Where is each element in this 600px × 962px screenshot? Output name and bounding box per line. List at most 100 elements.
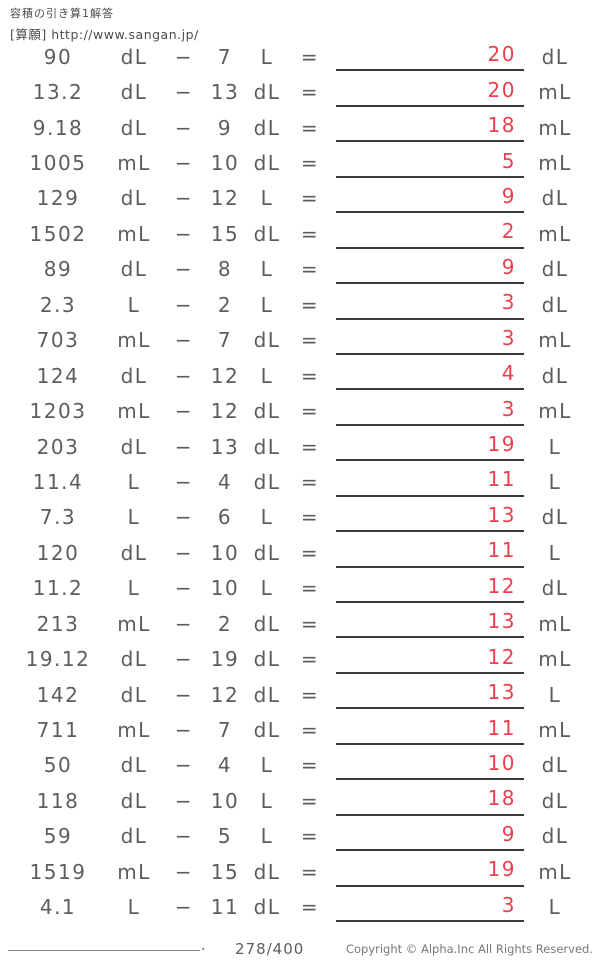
problem-row: 711 mL − 7 dL = 11 mL (12, 712, 600, 747)
problem-row: 124 dL − 12 L = 4 dL (12, 358, 600, 393)
subtrahend-unit: L (260, 788, 274, 813)
subtrahend-value: 2 (217, 292, 233, 317)
minuend-value: 4.1 (39, 895, 77, 920)
problem-row: 11.2 L − 10 L = 12 dL (12, 571, 600, 606)
minuend-unit: dL (120, 753, 148, 778)
problem-row: 129 dL − 12 L = 9 dL (12, 181, 600, 216)
answer-unit: mL (538, 221, 572, 246)
minuend-value: 129 (36, 186, 80, 211)
minuend-unit: L (127, 576, 141, 601)
subtrahend-value: 4 (217, 469, 233, 494)
source-url: [算願] http://www.sangan.jp/ (10, 27, 199, 42)
problem-row: 13.2 dL − 13 dL = 20 mL (12, 74, 600, 109)
minuend-value: 2.3 (39, 292, 77, 317)
answer-value: 19 (487, 432, 516, 457)
answer-blank: 20 (336, 39, 524, 72)
answer-value: 10 (487, 750, 516, 775)
answer-blank: 4 (336, 358, 524, 391)
minuend-value: 7.3 (39, 505, 77, 530)
minus-sign: − (174, 505, 194, 530)
minuend-unit: dL (120, 44, 148, 69)
answer-value: 3 (501, 892, 516, 917)
subtrahend-value: 6 (217, 505, 233, 530)
equals-sign: = (300, 221, 320, 246)
answer-blank: 2 (336, 216, 524, 249)
subtrahend-unit: dL (253, 399, 281, 424)
problem-row: 50 dL − 4 L = 10 dL (12, 748, 600, 783)
minuend-value: 19.12 (25, 647, 91, 672)
subtrahend-unit: L (260, 363, 274, 388)
minus-sign: − (174, 824, 194, 849)
subtrahend-unit: dL (253, 682, 281, 707)
minus-sign: − (174, 647, 194, 672)
equals-sign: = (300, 647, 320, 672)
copyright-text: Copyright © Alpha.Inc All Rights Reserve… (345, 942, 593, 956)
subtrahend-value: 11 (210, 895, 240, 920)
minuend-unit: L (127, 292, 141, 317)
minuend-unit: dL (120, 363, 148, 388)
answer-value: 11 (487, 467, 516, 492)
answer-unit: dL (541, 186, 569, 211)
answer-unit: mL (538, 80, 572, 105)
subtrahend-value: 12 (210, 682, 240, 707)
minuend-value: 1203 (29, 399, 87, 424)
minus-sign: − (174, 576, 194, 601)
answer-value: 13 (487, 609, 516, 634)
minuend-value: 90 (43, 44, 73, 69)
subtrahend-unit: dL (253, 647, 281, 672)
problem-row: 89 dL − 8 L = 9 dL (12, 252, 600, 287)
minuend-unit: dL (120, 647, 148, 672)
answer-unit: dL (541, 788, 569, 813)
answer-unit: mL (538, 399, 572, 424)
subtrahend-unit: dL (253, 895, 281, 920)
answer-blank: 9 (336, 819, 524, 852)
answer-unit: dL (541, 824, 569, 849)
minuend-unit: mL (117, 221, 151, 246)
subtrahend-value: 13 (210, 80, 240, 105)
subtrahend-value: 19 (210, 647, 240, 672)
equals-sign: = (300, 469, 320, 494)
subtrahend-value: 9 (217, 115, 233, 140)
problem-row: 90 dL − 7 L = 20 dL (12, 39, 600, 74)
subtrahend-unit: L (260, 257, 274, 282)
answer-value: 13 (487, 502, 516, 527)
minuend-value: 142 (36, 682, 80, 707)
minus-sign: − (174, 186, 194, 211)
answer-blank: 5 (336, 145, 524, 178)
answer-value: 9 (501, 254, 516, 279)
answer-value: 3 (501, 396, 516, 421)
answer-unit: dL (541, 363, 569, 388)
subtrahend-unit: L (260, 824, 274, 849)
minus-sign: − (174, 363, 194, 388)
equals-sign: = (300, 257, 320, 282)
minus-sign: − (174, 115, 194, 140)
minuend-unit: L (127, 469, 141, 494)
subtrahend-unit: dL (253, 469, 281, 494)
minuend-value: 9.18 (32, 115, 84, 140)
page-number: 278/400 (235, 940, 305, 958)
subtrahend-value: 12 (210, 363, 240, 388)
answer-blank: 12 (336, 571, 524, 603)
minuend-value: 1502 (29, 221, 87, 246)
subtrahend-value: 10 (210, 540, 240, 565)
answer-unit: dL (541, 753, 569, 778)
page-title: 容積の引き算1解答 (10, 7, 114, 20)
subtrahend-value: 12 (210, 399, 240, 424)
minuend-unit: dL (120, 788, 148, 813)
answer-value: 13 (487, 680, 516, 705)
subtrahend-unit: dL (253, 859, 281, 884)
answer-value: 5 (501, 148, 516, 173)
name-line-dot: . (201, 938, 206, 954)
minuend-unit: dL (120, 115, 148, 140)
subtrahend-value: 12 (210, 186, 240, 211)
answer-value: 11 (487, 715, 516, 740)
minus-sign: − (174, 80, 194, 105)
answer-unit: dL (541, 44, 569, 69)
answer-value: 4 (501, 361, 516, 386)
equals-sign: = (300, 151, 320, 176)
subtrahend-unit: dL (253, 221, 281, 246)
subtrahend-unit: dL (253, 151, 281, 176)
answer-blank: 19 (336, 854, 524, 887)
equals-sign: = (300, 292, 320, 317)
answer-value: 9 (501, 183, 516, 208)
